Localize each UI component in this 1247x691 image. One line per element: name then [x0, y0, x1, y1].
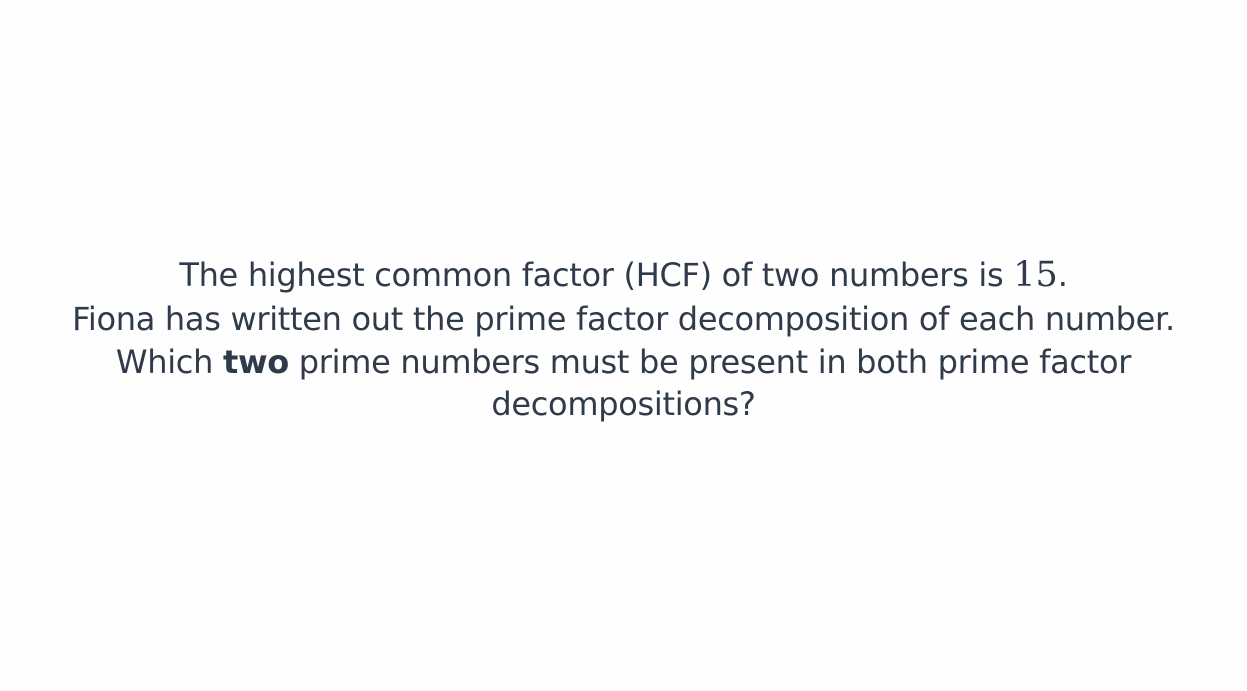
prompt-text-end: prime numbers must be present in both pr…: [288, 343, 1132, 423]
prompt-emphasis: two: [222, 343, 289, 381]
question-line-hcf: The highest common factor (HCF) of two n…: [20, 253, 1227, 297]
question-text: The highest common factor (HCF) of two n…: [20, 253, 1227, 425]
hcf-statement-end: .: [1057, 256, 1068, 294]
prompt-text-start: Which: [115, 343, 223, 381]
question-line-prompt: Which two prime numbers must be present …: [20, 341, 1227, 425]
hcf-statement-text: The highest common factor (HCF) of two n…: [179, 256, 1014, 294]
question-line-decomposition: Fiona has written out the prime factor d…: [72, 300, 1175, 338]
hcf-value: 15: [1013, 255, 1058, 295]
